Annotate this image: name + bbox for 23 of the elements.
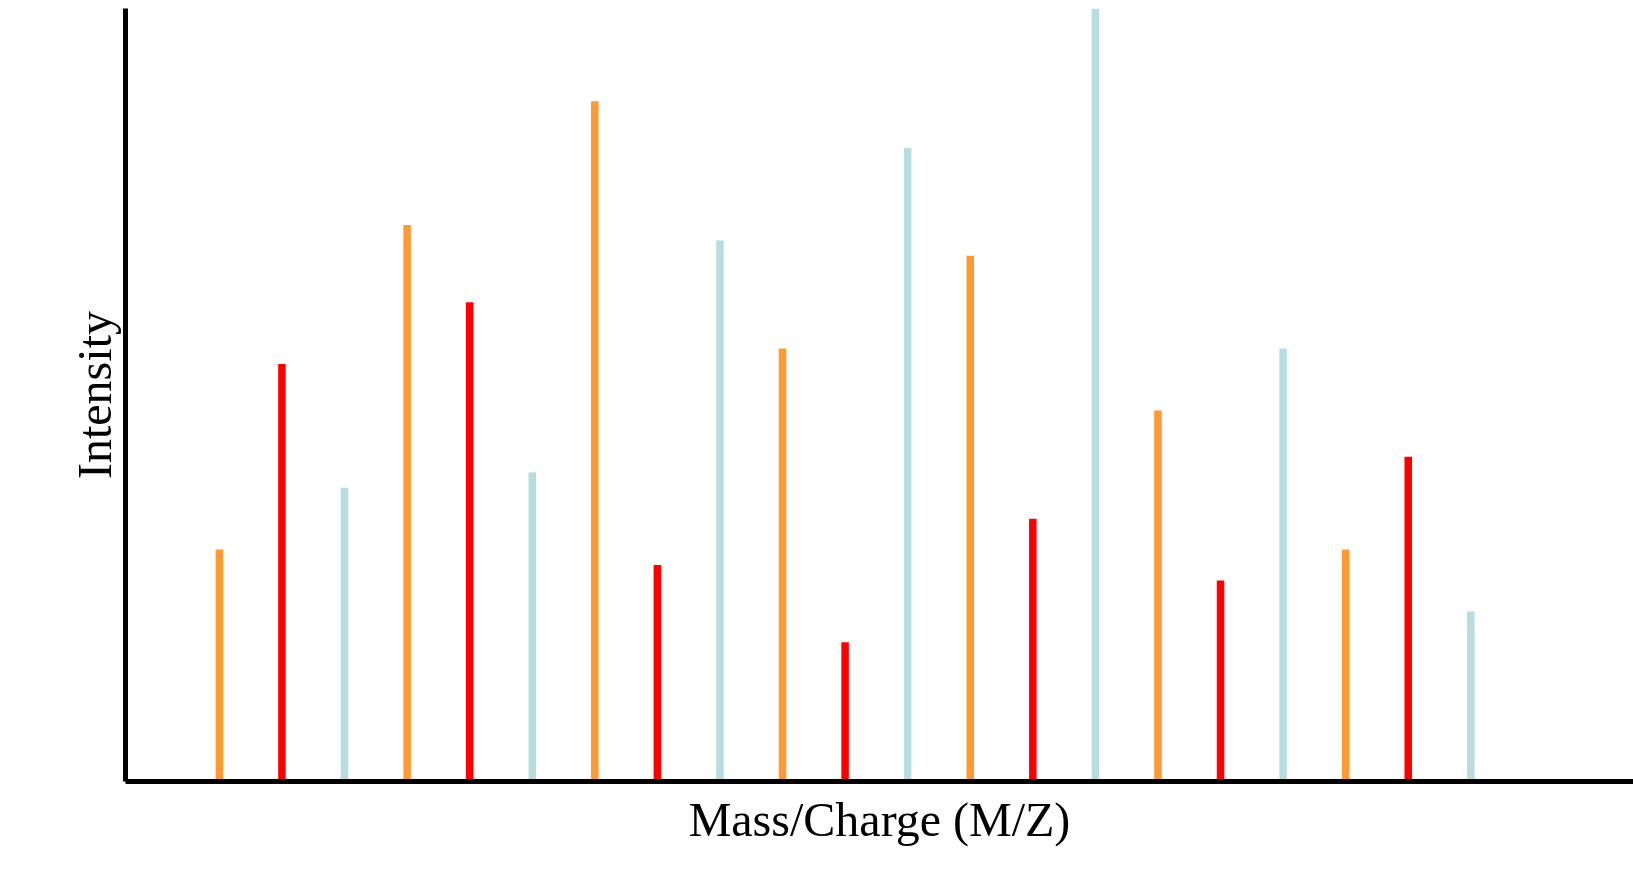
bar <box>966 255 974 782</box>
bar <box>215 549 224 782</box>
bar <box>1091 8 1100 782</box>
bar <box>1154 410 1162 782</box>
bar <box>841 642 849 782</box>
bar <box>716 240 724 782</box>
x-axis-title: Mass/Charge (M/Z) <box>688 792 1071 847</box>
bar <box>528 472 536 782</box>
bar <box>1216 580 1225 782</box>
bar <box>1279 348 1287 782</box>
bar <box>465 302 474 782</box>
bar <box>403 224 411 782</box>
bar <box>903 147 912 782</box>
bar <box>653 565 662 782</box>
y-axis-title: Intensity <box>67 311 121 479</box>
bar <box>340 487 349 782</box>
bar <box>1341 549 1350 782</box>
bar <box>778 348 787 782</box>
bar <box>591 101 599 782</box>
bar <box>1029 518 1037 782</box>
bar <box>1404 456 1412 782</box>
bar <box>278 364 286 782</box>
bar <box>1467 611 1475 782</box>
